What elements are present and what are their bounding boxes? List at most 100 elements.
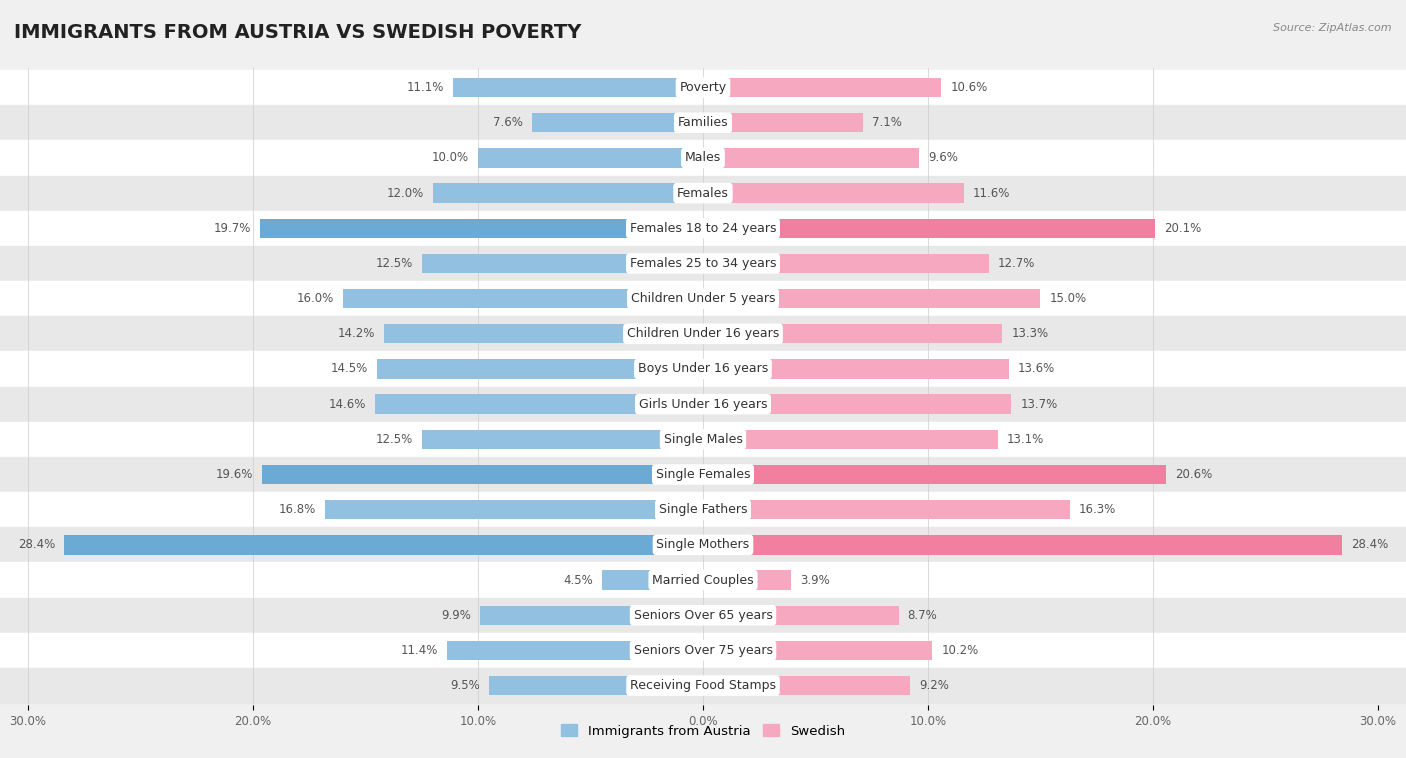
Bar — [703, 394, 1011, 414]
Bar — [703, 289, 1040, 309]
Text: Source: ZipAtlas.com: Source: ZipAtlas.com — [1274, 23, 1392, 33]
Text: 12.7%: 12.7% — [998, 257, 1035, 270]
Text: 20.1%: 20.1% — [1164, 222, 1201, 235]
Bar — [422, 430, 703, 449]
Text: 3.9%: 3.9% — [800, 574, 830, 587]
Text: 10.6%: 10.6% — [950, 81, 987, 94]
Bar — [325, 500, 703, 519]
Bar — [0, 211, 1406, 246]
Text: 13.1%: 13.1% — [1007, 433, 1043, 446]
Text: 13.6%: 13.6% — [1018, 362, 1054, 375]
Text: Females: Females — [678, 186, 728, 199]
Bar — [703, 78, 942, 97]
Text: 4.5%: 4.5% — [562, 574, 593, 587]
Text: 9.9%: 9.9% — [441, 609, 471, 622]
Text: Boys Under 16 years: Boys Under 16 years — [638, 362, 768, 375]
Text: Receiving Food Stamps: Receiving Food Stamps — [630, 679, 776, 692]
Text: 19.6%: 19.6% — [215, 468, 253, 481]
Bar — [703, 570, 790, 590]
Text: 16.8%: 16.8% — [278, 503, 316, 516]
Bar — [343, 289, 703, 309]
Bar — [703, 430, 998, 449]
Text: 7.1%: 7.1% — [872, 116, 901, 130]
Text: Families: Families — [678, 116, 728, 130]
Bar — [0, 140, 1406, 176]
Text: Children Under 16 years: Children Under 16 years — [627, 327, 779, 340]
Bar — [0, 316, 1406, 352]
Bar — [422, 254, 703, 273]
Bar — [0, 105, 1406, 140]
Bar — [481, 606, 703, 625]
Text: 28.4%: 28.4% — [1351, 538, 1388, 551]
Text: 12.5%: 12.5% — [375, 257, 413, 270]
Text: Females 25 to 34 years: Females 25 to 34 years — [630, 257, 776, 270]
Bar — [0, 70, 1406, 105]
Bar — [453, 78, 703, 97]
Legend: Immigrants from Austria, Swedish: Immigrants from Austria, Swedish — [555, 719, 851, 743]
Text: 16.3%: 16.3% — [1078, 503, 1116, 516]
Bar — [703, 359, 1010, 379]
Bar — [0, 492, 1406, 528]
Text: 7.6%: 7.6% — [494, 116, 523, 130]
Bar — [374, 394, 703, 414]
Text: 8.7%: 8.7% — [908, 609, 938, 622]
Text: 15.0%: 15.0% — [1049, 292, 1087, 305]
Text: 11.6%: 11.6% — [973, 186, 1011, 199]
Text: 10.0%: 10.0% — [432, 152, 470, 164]
Bar — [0, 633, 1406, 668]
Bar — [0, 421, 1406, 457]
Bar — [0, 597, 1406, 633]
Bar — [0, 562, 1406, 597]
Bar — [703, 606, 898, 625]
Text: Single Females: Single Females — [655, 468, 751, 481]
Bar — [0, 352, 1406, 387]
Text: 9.5%: 9.5% — [450, 679, 481, 692]
Text: 12.5%: 12.5% — [375, 433, 413, 446]
Bar — [602, 570, 703, 590]
Text: Seniors Over 65 years: Seniors Over 65 years — [634, 609, 772, 622]
Bar — [703, 535, 1341, 555]
Text: 13.7%: 13.7% — [1021, 398, 1057, 411]
Bar — [260, 218, 703, 238]
Bar — [447, 641, 703, 660]
Text: Married Couples: Married Couples — [652, 574, 754, 587]
Text: 10.2%: 10.2% — [942, 644, 979, 657]
Text: 28.4%: 28.4% — [18, 538, 55, 551]
Text: Single Males: Single Males — [664, 433, 742, 446]
Bar — [478, 149, 703, 168]
Bar — [703, 149, 920, 168]
Bar — [0, 668, 1406, 703]
Bar — [377, 359, 703, 379]
Bar — [0, 281, 1406, 316]
Text: Single Mothers: Single Mothers — [657, 538, 749, 551]
Text: 11.4%: 11.4% — [401, 644, 437, 657]
Text: Single Fathers: Single Fathers — [659, 503, 747, 516]
Bar — [703, 218, 1156, 238]
Text: Children Under 5 years: Children Under 5 years — [631, 292, 775, 305]
Bar — [703, 254, 988, 273]
Text: 9.2%: 9.2% — [920, 679, 949, 692]
Bar — [703, 641, 932, 660]
Text: Poverty: Poverty — [679, 81, 727, 94]
Bar — [0, 528, 1406, 562]
Bar — [703, 113, 863, 133]
Text: 13.3%: 13.3% — [1011, 327, 1049, 340]
Bar — [531, 113, 703, 133]
Text: 11.1%: 11.1% — [406, 81, 444, 94]
Text: 14.6%: 14.6% — [328, 398, 366, 411]
Bar — [384, 324, 703, 343]
Text: IMMIGRANTS FROM AUSTRIA VS SWEDISH POVERTY: IMMIGRANTS FROM AUSTRIA VS SWEDISH POVER… — [14, 23, 582, 42]
Bar — [703, 324, 1002, 343]
Bar — [0, 176, 1406, 211]
Bar — [0, 387, 1406, 421]
Bar — [262, 465, 703, 484]
Text: 12.0%: 12.0% — [387, 186, 425, 199]
Bar — [703, 183, 965, 203]
Bar — [433, 183, 703, 203]
Text: Females 18 to 24 years: Females 18 to 24 years — [630, 222, 776, 235]
Bar — [65, 535, 703, 555]
Bar — [703, 500, 1070, 519]
Text: 14.2%: 14.2% — [337, 327, 374, 340]
Bar — [0, 246, 1406, 281]
Text: 14.5%: 14.5% — [330, 362, 368, 375]
